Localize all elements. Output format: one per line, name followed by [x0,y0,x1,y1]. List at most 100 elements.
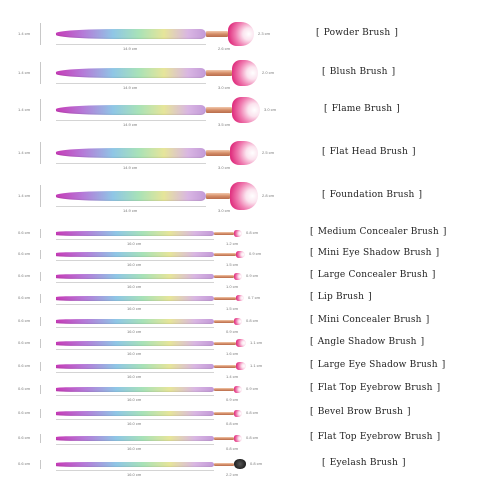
length-dimension-line [56,206,206,207]
brush-ferrule [206,150,230,156]
open-bracket: [ [322,458,326,468]
brush-ferrule [214,462,234,466]
height-dimension-line [40,316,41,326]
brush-handle [56,295,214,301]
length-dimension-line [56,326,214,328]
bristle-width-dimension: 2.0 cm [262,70,275,75]
brush-ferrule [206,193,230,199]
brush-name-label: [Blush Brush] [318,67,399,77]
brush-name: Angle Shadow Brush [317,337,417,347]
handle-length-dimension: 16.0 cm [127,420,142,426]
brush-name-label: [Large Concealer Brush] [306,270,440,280]
brush-ferrule [214,411,234,415]
brush-bristles [230,141,258,165]
brush-bristles [234,272,242,280]
brush-ferrule [214,436,234,440]
close-bracket: ] [435,248,440,258]
brush-handle [56,318,214,324]
open-bracket: [ [310,270,314,280]
height-dimension: 0.6 cm [18,386,31,391]
brush-bristles [234,229,242,237]
length-dimension-line [56,83,206,84]
ferrule-length-dimension: 0.8 cm [226,445,239,451]
close-bracket: ] [391,67,396,77]
open-bracket: [ [310,315,314,325]
brush-bristles [232,97,260,123]
length-dimension-line [56,163,206,164]
bristle-width-dimension: 2.8 cm [262,193,275,198]
length-dimension-line [56,259,214,261]
height-dimension-line [40,99,41,121]
ferrule-length-dimension: 1.5 cm [226,305,239,311]
bristle-width-dimension: 1.1 cm [250,363,263,368]
handle-length-dimension: 14.9 cm [123,165,138,170]
length-dimension-line [56,348,214,350]
brush-bristles [236,339,246,347]
brush-name: Eyelash Brush [329,458,398,468]
height-dimension-line [40,271,41,281]
brush-ferrule [214,231,234,235]
height-dimension-line [40,23,41,45]
close-bracket: ] [418,190,423,200]
height-dimension: 0.6 cm [18,363,31,368]
handle-length-dimension: 16.0 cm [127,328,142,334]
brush-handle [56,29,206,39]
brush-name-label: [Flame Brush] [320,104,404,114]
brush-ferrule [206,31,228,37]
open-bracket: [ [310,227,314,237]
brush-name-label: [Large Eye Shadow Brush] [306,360,449,370]
close-bracket: ] [394,28,399,38]
close-bracket: ] [368,292,372,302]
height-dimension: 0.6 cm [18,435,31,440]
brush-ferrule [214,274,234,278]
brush-name-label: [Flat Top Eyebrow Brush] [306,383,444,393]
brush-name-label: [Lip Brush] [306,292,376,302]
brush-handle [56,386,214,392]
ferrule-length-dimension: 3.0 cm [218,165,231,170]
close-bracket: ] [441,360,446,370]
brush-name: Flat Head Brush [329,147,408,157]
brush-bristles [234,317,242,325]
bristle-width-dimension: 3.0 cm [264,107,277,112]
handle-length-dimension: 16.0 cm [127,350,142,356]
length-dimension-line [56,418,214,420]
open-bracket: [ [322,190,326,200]
ferrule-length-dimension: 1.2 cm [226,240,239,246]
close-bracket: ] [442,227,447,237]
handle-length-dimension: 16.0 cm [127,240,142,246]
close-bracket: ] [411,147,416,157]
handle-length-dimension: 16.0 cm [127,445,142,451]
bristle-width-dimension: 0.7 cm [248,295,261,300]
brush-handle [56,435,214,441]
height-dimension-line [40,293,41,303]
open-bracket: [ [322,147,326,157]
brush-name-label: [Mini Concealer Brush] [306,315,433,325]
brush-bristles [236,250,245,258]
bristle-width-dimension: 1.1 cm [250,340,263,345]
ferrule-length-dimension: 3.5 cm [218,122,231,127]
brush-name: Medium Concealer Brush [317,227,439,237]
height-dimension-line [40,62,41,84]
open-bracket: [ [310,292,314,302]
brush-name-label: [Flat Head Brush] [318,147,420,157]
brush-handle [56,230,214,236]
bristle-width-dimension: 0.9 cm [246,386,259,391]
height-dimension-line [40,228,41,238]
height-dimension: 0.6 cm [18,295,31,300]
bristle-width-dimension: 2.3 cm [258,31,271,36]
height-dimension: 0.6 cm [18,461,31,466]
ferrule-length-dimension: 2.6 cm [218,46,231,51]
height-dimension: 0.6 cm [18,251,31,256]
height-dimension: 0.6 cm [18,318,31,323]
height-dimension: 1.4 cm [18,150,31,155]
height-dimension-line [40,408,41,418]
height-dimension: 0.6 cm [18,230,31,235]
length-dimension-line [56,394,214,396]
